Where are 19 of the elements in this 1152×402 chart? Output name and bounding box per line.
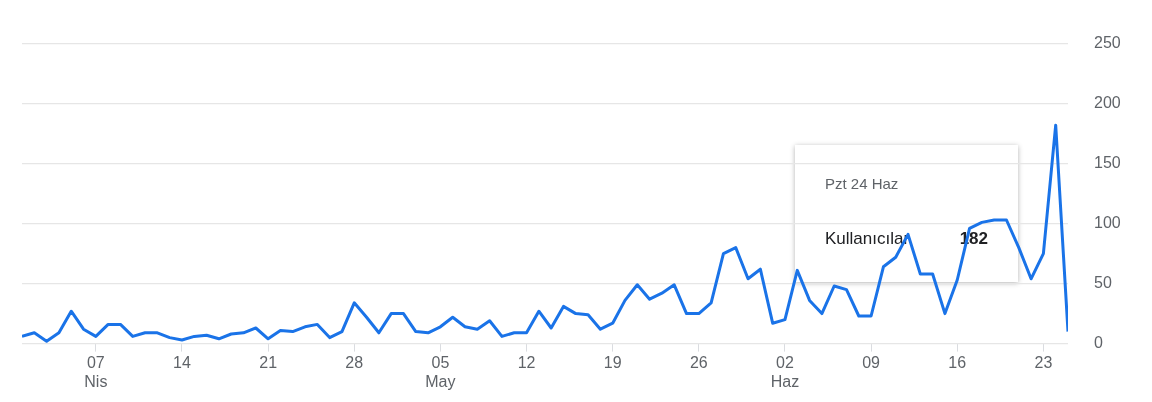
y-tick-label: 150 (1094, 154, 1121, 172)
x-tick-label: 26 (689, 353, 708, 371)
x-tick-label: 23 (1034, 353, 1053, 371)
y-tick-label: 250 (1094, 34, 1121, 52)
x-tick-label: 14 (173, 353, 191, 371)
annotation: Pzt 24 Haz (825, 175, 900, 193)
x-tick-label: 16 (948, 353, 967, 371)
x-tick-label: 19 (603, 353, 622, 371)
x-tick-label: 21 (259, 353, 278, 371)
x-tick-label: 02 Haz (770, 353, 800, 390)
y-tick-label: 0 (1094, 334, 1103, 352)
x-tick-label: 28 (345, 353, 364, 371)
x-tick-label: 12 (517, 353, 536, 371)
y-tick-label: 200 (1094, 94, 1121, 112)
y-tick-label: 100 (1094, 214, 1121, 232)
x-tick-label: 05 May (425, 353, 456, 390)
x-tick-label: 09 (862, 353, 881, 371)
y-tick-label: 50 (1094, 274, 1112, 292)
x-tick-label: 07 Nis (84, 353, 108, 390)
